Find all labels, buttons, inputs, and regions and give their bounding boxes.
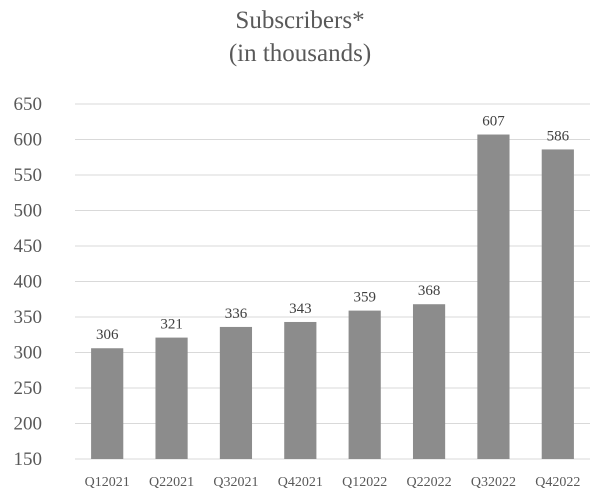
data-label: 586 [547, 128, 570, 144]
chart-title: Subscribers* [235, 7, 365, 34]
bar [155, 337, 188, 459]
y-tick-label: 600 [14, 130, 43, 151]
x-tick-label: Q42022 [535, 475, 580, 490]
x-axis-ticks: Q12021 Q22021 Q32021 Q42021 Q12022 Q22022 Q320… [85, 475, 581, 490]
y-tick-label: 350 [14, 307, 43, 328]
y-tick-label: 250 [14, 378, 43, 399]
y-tick-label: 550 [14, 165, 43, 186]
x-tick-label: Q42021 [278, 475, 323, 490]
bar [412, 304, 446, 459]
y-tick-label: 300 [14, 343, 43, 364]
y-tick-label: 400 [14, 272, 43, 293]
chart-subtitle: (in thousands) [228, 40, 372, 67]
x-tick-label: Q32022 [471, 475, 516, 490]
bar [477, 134, 510, 459]
x-tick-label: Q22022 [407, 475, 452, 490]
data-label: 359 [353, 290, 376, 306]
y-tick-label: 500 [14, 201, 43, 222]
data-label: 306 [96, 327, 119, 343]
bar [348, 310, 381, 459]
chart-title-block: Subscribers* (in thousands) [0, 4, 600, 70]
y-tick-label: 450 [14, 236, 43, 257]
y-axis-ticks: 150 200 250 300 350 400 450 500 550 600 650 [14, 94, 43, 470]
x-tick-label: Q22021 [149, 475, 194, 490]
data-label: 321 [160, 317, 183, 333]
y-tick-label: 150 [14, 449, 43, 470]
bar [541, 149, 574, 459]
bars [91, 134, 574, 459]
y-tick-label: 650 [14, 94, 43, 115]
data-labels: 306 321 336 343 359 368 607 586 [96, 114, 570, 344]
data-label: 336 [225, 306, 248, 322]
data-label: 368 [418, 283, 441, 299]
x-tick-label: Q32021 [213, 475, 258, 490]
x-tick-label: Q12022 [342, 475, 387, 490]
data-label: 343 [289, 301, 312, 317]
gridlines [75, 103, 590, 460]
x-tick-label: Q12021 [85, 475, 130, 490]
bar [91, 348, 124, 459]
bar [219, 326, 253, 459]
y-tick-label: 200 [14, 414, 43, 435]
bar [284, 321, 317, 459]
data-label: 607 [482, 114, 505, 130]
